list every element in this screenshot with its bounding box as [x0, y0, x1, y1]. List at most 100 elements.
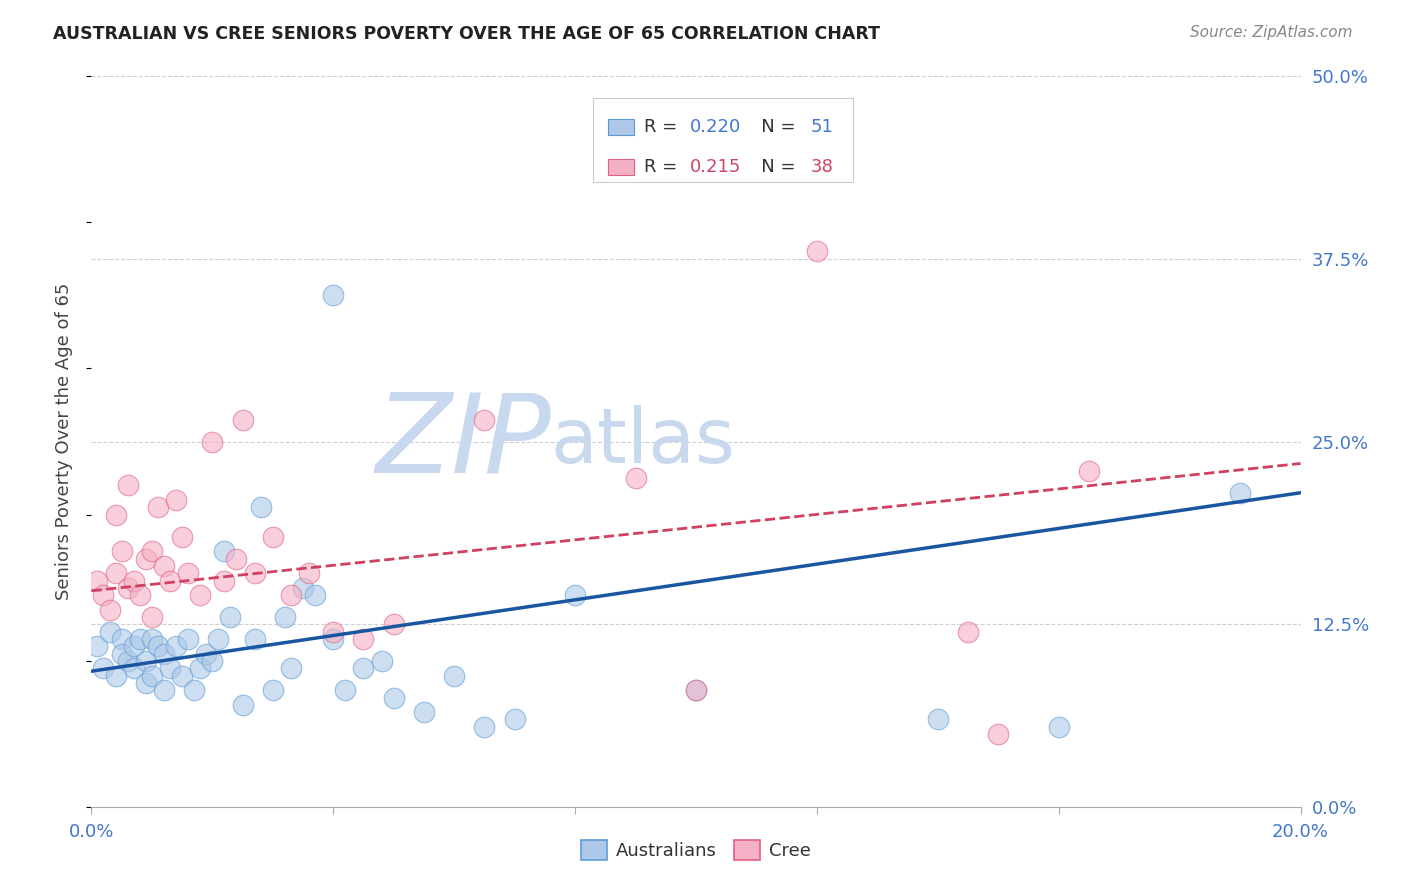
Point	[159, 574, 181, 588]
Bar	[607, 159, 634, 175]
Point	[927, 713, 949, 727]
Point	[141, 610, 163, 624]
Point	[159, 661, 181, 675]
Point	[262, 683, 284, 698]
Point	[243, 632, 266, 646]
Point	[128, 588, 150, 602]
Point	[280, 661, 302, 675]
Legend: Australians, Cree: Australians, Cree	[574, 832, 818, 868]
Point	[141, 632, 163, 646]
Point	[322, 624, 344, 639]
Point	[685, 683, 707, 698]
Text: AUSTRALIAN VS CREE SENIORS POVERTY OVER THE AGE OF 65 CORRELATION CHART: AUSTRALIAN VS CREE SENIORS POVERTY OVER …	[53, 25, 880, 43]
Point	[165, 493, 187, 508]
Point	[117, 654, 139, 668]
Point	[177, 632, 200, 646]
Point	[370, 654, 392, 668]
Text: 0.220: 0.220	[690, 119, 741, 136]
Point	[165, 640, 187, 654]
Point	[104, 508, 127, 522]
Point	[111, 632, 132, 646]
Point	[188, 661, 211, 675]
Point	[352, 632, 374, 646]
Point	[86, 640, 108, 654]
Text: N =: N =	[744, 158, 801, 176]
Point	[153, 647, 176, 661]
Point	[413, 705, 436, 719]
Point	[335, 683, 357, 698]
Point	[382, 690, 405, 705]
Point	[122, 661, 145, 675]
Point	[135, 654, 157, 668]
Point	[104, 668, 127, 682]
Point	[1047, 720, 1070, 734]
Text: 0.215: 0.215	[690, 158, 741, 176]
Point	[172, 668, 194, 682]
Point	[141, 544, 163, 558]
Point	[225, 551, 247, 566]
Point	[298, 566, 321, 581]
Point	[122, 640, 145, 654]
Point	[135, 676, 157, 690]
Point	[322, 288, 344, 302]
Point	[135, 551, 157, 566]
Point	[111, 647, 132, 661]
Point	[219, 610, 242, 624]
Point	[98, 603, 121, 617]
Point	[104, 566, 127, 581]
Point	[987, 727, 1010, 741]
Bar	[593, 98, 853, 182]
Y-axis label: Seniors Poverty Over the Age of 65: Seniors Poverty Over the Age of 65	[55, 283, 73, 600]
Point	[1229, 485, 1251, 500]
Bar	[607, 120, 634, 136]
Point	[304, 588, 326, 602]
Point	[685, 683, 707, 698]
Point	[806, 244, 828, 259]
Point	[153, 558, 176, 573]
Point	[207, 632, 229, 646]
Point	[382, 617, 405, 632]
Point	[93, 588, 115, 602]
Point	[214, 574, 236, 588]
Text: 51: 51	[811, 119, 834, 136]
Point	[183, 683, 205, 698]
Point	[98, 624, 121, 639]
Text: 38: 38	[811, 158, 834, 176]
Text: ZIP: ZIP	[375, 388, 551, 495]
Point	[122, 574, 145, 588]
Point	[201, 434, 224, 449]
Point	[1077, 464, 1099, 478]
Point	[274, 610, 297, 624]
Point	[177, 566, 200, 581]
Point	[141, 668, 163, 682]
Point	[195, 647, 218, 661]
Point	[231, 412, 253, 426]
Text: N =: N =	[744, 119, 801, 136]
Point	[956, 624, 979, 639]
Point	[117, 478, 139, 492]
Point	[117, 581, 139, 595]
Point	[624, 471, 647, 485]
Point	[172, 530, 194, 544]
Point	[472, 412, 495, 426]
Point	[322, 632, 344, 646]
Point	[352, 661, 374, 675]
Point	[188, 588, 211, 602]
Point	[243, 566, 266, 581]
Point	[214, 544, 236, 558]
Text: Source: ZipAtlas.com: Source: ZipAtlas.com	[1189, 25, 1353, 40]
Point	[93, 661, 115, 675]
Point	[249, 500, 271, 515]
Point	[564, 588, 586, 602]
Point	[201, 654, 224, 668]
Point	[292, 581, 315, 595]
Point	[111, 544, 132, 558]
Point	[146, 500, 169, 515]
Point	[86, 574, 108, 588]
Text: R =: R =	[644, 158, 689, 176]
Text: R =: R =	[644, 119, 683, 136]
Point	[153, 683, 176, 698]
Point	[472, 720, 495, 734]
Point	[280, 588, 302, 602]
Point	[262, 530, 284, 544]
